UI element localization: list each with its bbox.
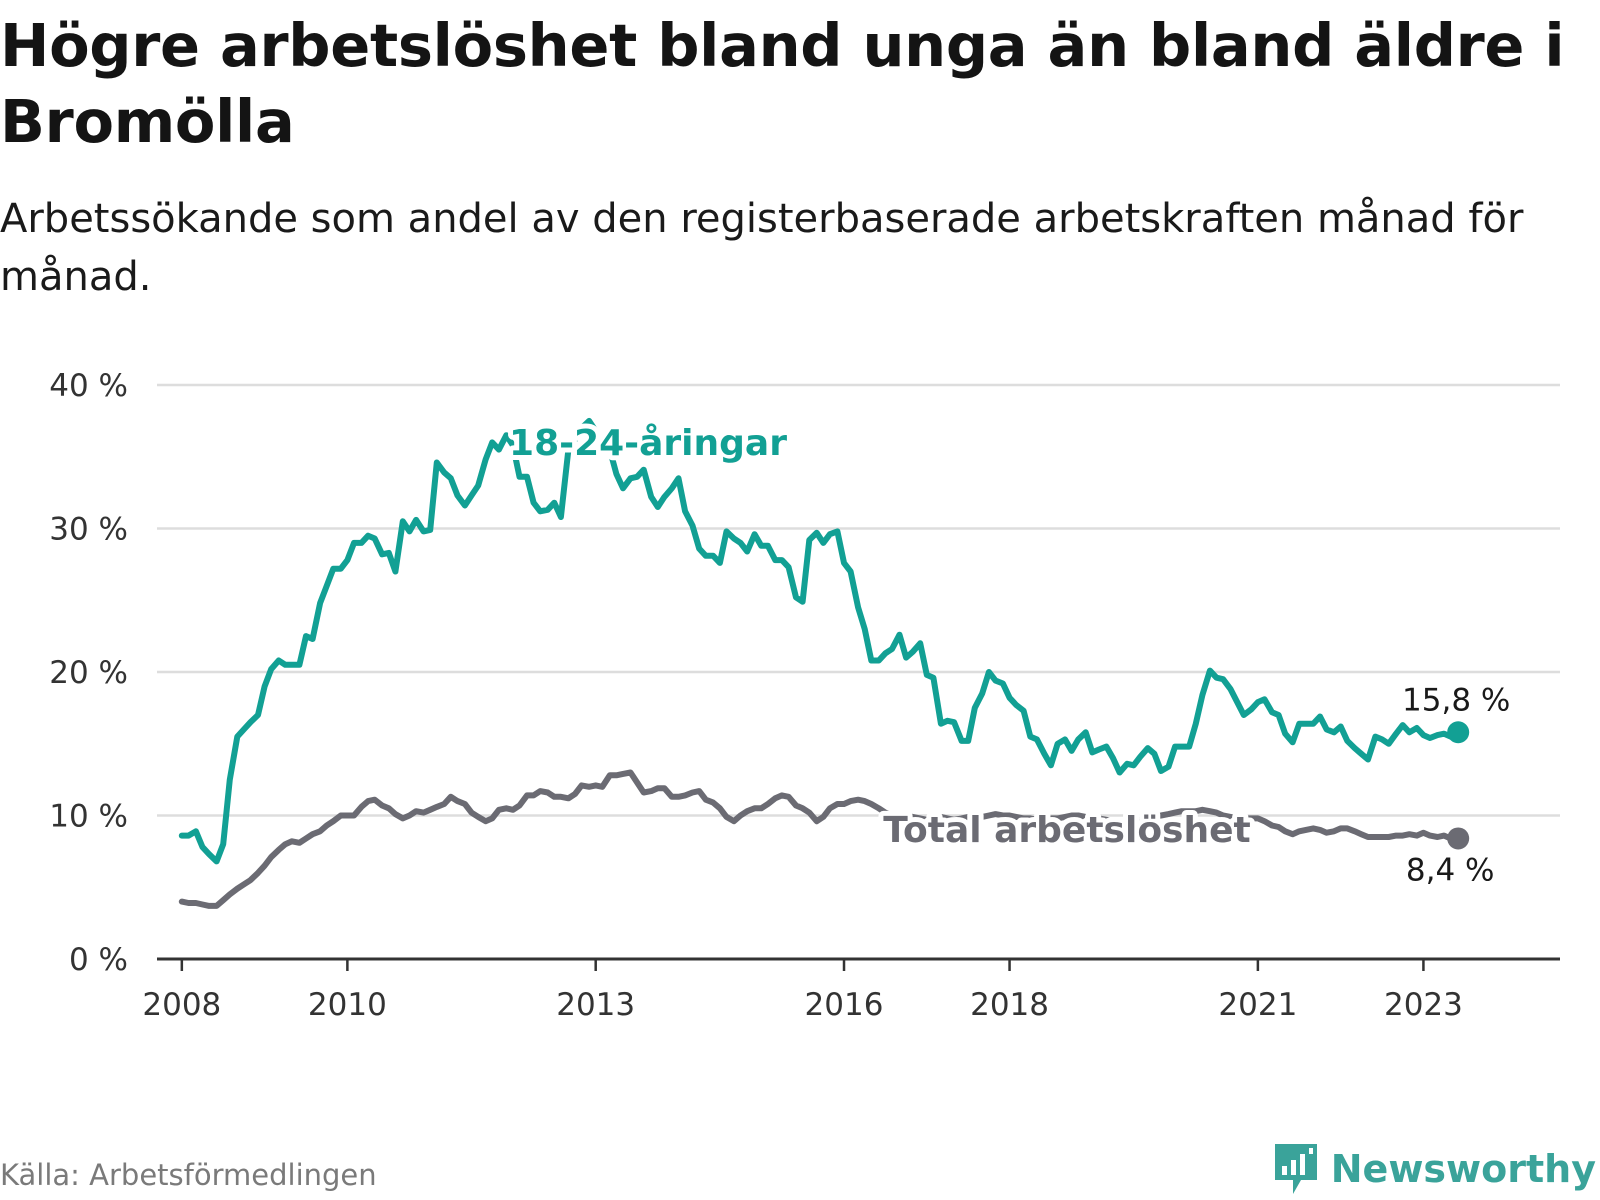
x-tick-label: 2023 — [1384, 987, 1463, 1023]
gridlines — [157, 383, 1560, 817]
x-tick-label: 2010 — [308, 987, 387, 1023]
y-axis-ticks: 0 % 10 % 20 % 30 % 40 % — [49, 368, 128, 978]
source-note: Källa: Arbetsförmedlingen — [0, 1158, 377, 1192]
end-dot-youth — [1447, 721, 1470, 744]
x-tick-label: 2018 — [970, 987, 1049, 1023]
x-tick-label: 2008 — [142, 987, 221, 1023]
y-tick-label: 40 % — [49, 368, 128, 404]
end-value-label-youth: 15,8 % — [1402, 682, 1510, 718]
y-tick-label: 0 % — [69, 942, 128, 978]
end-value-label-total: 8,4 % — [1406, 852, 1495, 888]
series-labels: 18-24-åringar Total arbetslöshet 15,8 % 8,4… — [504, 418, 1510, 888]
series-line-total — [178, 769, 1462, 909]
newsworthy-icon — [1274, 1144, 1317, 1194]
y-tick-label: 30 % — [49, 512, 128, 548]
series-lines — [178, 417, 1470, 909]
end-dot-total — [1447, 827, 1470, 850]
y-tick-label: 10 % — [49, 799, 128, 835]
x-tick-label: 2021 — [1218, 987, 1297, 1023]
y-tick-label: 20 % — [49, 655, 128, 691]
series-label-youth: 18-24-åringar — [509, 423, 787, 464]
series-line-youth — [178, 417, 1462, 865]
chart-title: Högre arbetslöshet bland unga än bland ä… — [0, 11, 1565, 156]
x-tick-label: 2013 — [556, 987, 635, 1023]
x-tick-label: 2016 — [805, 987, 884, 1023]
brand-name: Newsworthy — [1330, 1147, 1596, 1191]
series-label-total: Total arbetslöshet — [883, 810, 1251, 851]
x-axis: 2008 2010 2013 2016 2018 2021 2023 — [142, 957, 1560, 1023]
chart-subtitle: Arbetssökande som andel av den registerb… — [0, 196, 1524, 300]
brand-logo[interactable]: Newsworthy — [1271, 1140, 1596, 1198]
